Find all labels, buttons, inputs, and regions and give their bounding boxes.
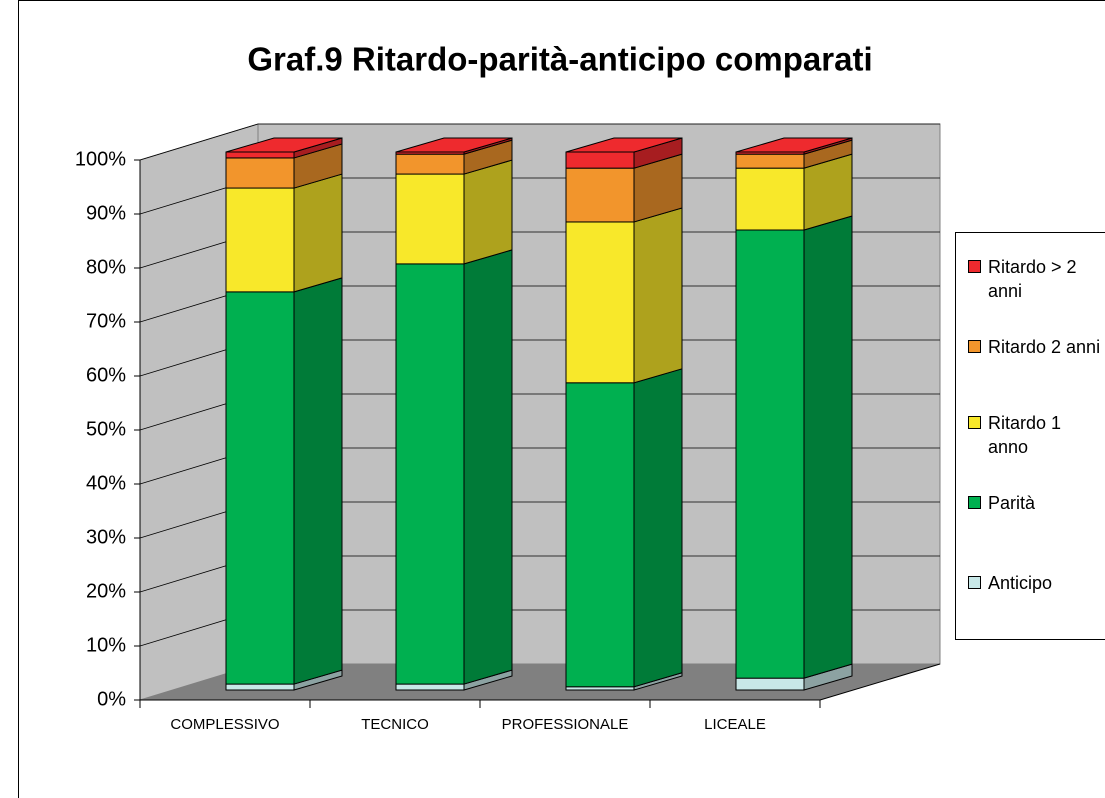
- bar: [565, 167, 635, 223]
- bar-side: [463, 249, 513, 685]
- y-tick-label: 60%: [86, 364, 126, 386]
- bar: [735, 229, 805, 679]
- bar: [395, 173, 465, 265]
- bar: [395, 153, 465, 175]
- y-tick-label: 50%: [86, 418, 126, 440]
- legend-label: Ritardo 2 anni: [988, 337, 1101, 357]
- chart-title: Graf.9 Ritardo-parità-anticipo comparati: [247, 41, 872, 78]
- bar-side: [633, 207, 683, 384]
- y-tick-label: 30%: [86, 526, 126, 548]
- y-tick-label: 20%: [86, 580, 126, 602]
- legend-swatch: [968, 496, 981, 509]
- floor-edge: [819, 663, 941, 701]
- bar: [395, 683, 465, 691]
- legend: Ritardo > 2 anni Ritardo 2 anni Ritardo 1 …: [955, 232, 1105, 640]
- legend-label: Parità: [988, 493, 1036, 513]
- y-tick-label: 70%: [86, 310, 126, 332]
- legend-item: Ritardo 2 anni: [968, 335, 1103, 359]
- bar: [735, 677, 805, 691]
- bar-side: [293, 173, 343, 293]
- grid-line: [139, 123, 259, 161]
- bar: [225, 291, 295, 685]
- bar: [735, 153, 805, 169]
- bar-top: [395, 137, 513, 153]
- legend-label: Anticipo: [988, 573, 1053, 593]
- bar-side: [463, 159, 513, 265]
- legend-swatch: [968, 340, 981, 353]
- legend-item: Ritardo 1 anno: [968, 411, 1103, 459]
- x-tick-label: LICEALE: [704, 716, 766, 733]
- bar-top: [565, 137, 683, 153]
- legend-item: Anticipo: [968, 571, 1103, 595]
- y-tick-label: 80%: [86, 256, 126, 278]
- legend-swatch: [968, 416, 981, 429]
- bar: [565, 382, 635, 688]
- legend-label: Ritardo 1 anno: [988, 413, 1062, 457]
- bar: [735, 167, 805, 231]
- bar: [565, 221, 635, 384]
- bar: [225, 683, 295, 691]
- legend-item: Parità: [968, 491, 1103, 515]
- x-tick-label: COMPLESSIVO: [170, 716, 279, 733]
- y-tick-label: 10%: [86, 634, 126, 656]
- bar: [225, 157, 295, 189]
- x-tick-label: TECNICO: [361, 716, 429, 733]
- bar: [395, 263, 465, 685]
- y-tick-label: 0%: [97, 688, 126, 710]
- y-tick-label: 90%: [86, 202, 126, 224]
- legend-swatch: [968, 260, 981, 273]
- bar-side: [293, 277, 343, 685]
- bar: [225, 151, 295, 159]
- bar-top: [735, 137, 853, 153]
- bar-side: [633, 368, 683, 688]
- x-tick-label: PROFESSIONALE: [502, 716, 629, 733]
- legend-swatch: [968, 576, 981, 589]
- y-tick-label: 100%: [75, 148, 126, 170]
- legend-label: Ritardo > 2 anni: [988, 257, 1077, 301]
- legend-item: Ritardo > 2 anni: [968, 255, 1103, 303]
- bar-top: [225, 137, 343, 153]
- bar: [225, 187, 295, 293]
- bar-side: [803, 215, 853, 679]
- bar: [565, 151, 635, 169]
- y-tick-label: 40%: [86, 472, 126, 494]
